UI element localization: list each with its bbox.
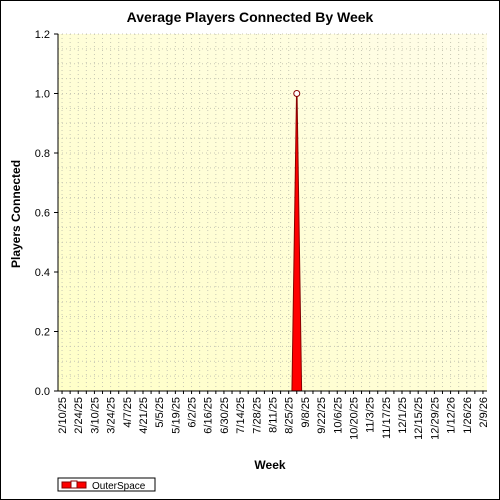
x-tick-label: 1/26/26 bbox=[462, 397, 474, 434]
chart-title: Average Players Connected By Week bbox=[127, 9, 374, 25]
y-tick-label: 0.0 bbox=[35, 386, 50, 398]
x-tick-label: 8/25/25 bbox=[284, 397, 296, 434]
x-axis-title: Week bbox=[254, 458, 285, 472]
x-tick-label: 5/5/25 bbox=[154, 397, 166, 428]
x-tick-label: 6/2/25 bbox=[187, 397, 199, 428]
x-tick-label: 6/30/25 bbox=[219, 397, 231, 434]
y-tick-label: 0.8 bbox=[35, 148, 50, 160]
y-tick-labels: 0.0 0.2 0.4 0.6 0.8 1.0 1.2 bbox=[35, 29, 50, 398]
x-tick-label: 2/24/25 bbox=[73, 397, 85, 434]
x-tick-label: 8/11/25 bbox=[268, 397, 280, 433]
x-tick-label: 7/28/25 bbox=[251, 397, 263, 434]
axes bbox=[54, 33, 487, 394]
x-tick-label: 9/8/25 bbox=[300, 397, 312, 428]
x-tick-label: 9/22/25 bbox=[316, 397, 328, 434]
y-tick-label: 0.6 bbox=[35, 208, 50, 220]
y-tick-label: 1.0 bbox=[35, 89, 50, 101]
x-tick-label: 10/6/25 bbox=[332, 397, 344, 434]
x-tick-label: 7/14/25 bbox=[235, 397, 247, 434]
x-tick-label: 4/7/25 bbox=[122, 397, 134, 428]
legend-marker bbox=[70, 480, 78, 489]
x-tick-label: 6/16/25 bbox=[203, 397, 215, 434]
x-tick-label: 5/19/25 bbox=[170, 397, 182, 434]
y-tick-label: 0.4 bbox=[35, 267, 50, 279]
x-tick-label: 4/21/25 bbox=[138, 397, 150, 434]
x-tick-label: 3/10/25 bbox=[89, 397, 101, 434]
x-tick-label: 11/17/25 bbox=[381, 397, 393, 439]
plot-area bbox=[58, 34, 487, 391]
x-tick-label: 2/9/26 bbox=[478, 397, 490, 428]
x-tick-label: 12/1/25 bbox=[397, 397, 409, 434]
y-axis-title: Players Connected bbox=[9, 160, 23, 268]
x-tick-label: 11/3/25 bbox=[365, 397, 377, 433]
legend-label: OuterSpace bbox=[92, 481, 146, 492]
x-tick-label: 12/15/25 bbox=[413, 397, 425, 440]
y-tick-label: 1.2 bbox=[35, 29, 50, 41]
x-tick-label: 12/29/25 bbox=[429, 397, 441, 440]
x-tick-label: 1/12/26 bbox=[446, 397, 458, 434]
x-tick-label: 2/10/25 bbox=[57, 397, 69, 434]
x-tick-label: 10/20/25 bbox=[348, 397, 360, 440]
x-tick-labels: 2/10/25 2/24/25 3/10/25 3/24/25 4/7/25 4/21/2… bbox=[57, 397, 490, 440]
x-tick-label: 3/24/25 bbox=[106, 397, 118, 434]
legend: OuterSpace bbox=[57, 477, 156, 492]
y-tick-label: 0.2 bbox=[35, 327, 50, 339]
data-point bbox=[293, 90, 301, 97]
